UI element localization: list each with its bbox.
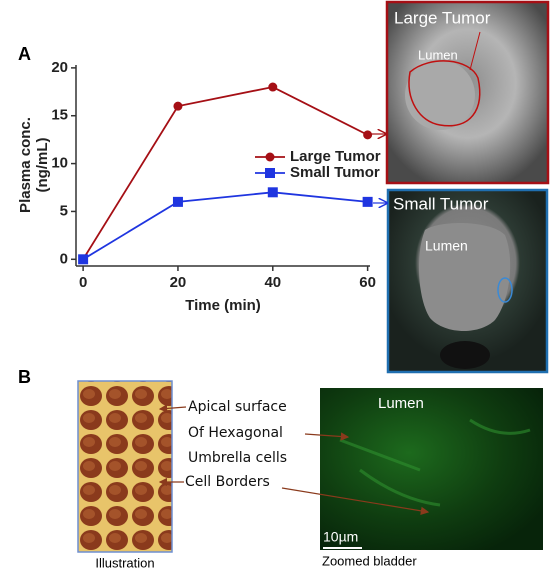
marker bbox=[268, 82, 278, 92]
tumor-outline bbox=[408, 60, 481, 127]
series-line bbox=[82, 86, 369, 260]
y-tick-label: 15 bbox=[51, 107, 68, 124]
x-tick-label: 60 bbox=[359, 274, 376, 291]
scale-label: 10µm bbox=[323, 529, 358, 545]
series-line bbox=[82, 191, 368, 261]
legend-marker bbox=[265, 152, 275, 162]
y-axis-label: Plasma conc. bbox=[17, 117, 34, 213]
y-tick-label: 20 bbox=[51, 59, 68, 76]
y-axis-label: (ng/mL) bbox=[34, 138, 51, 193]
cell-borders bbox=[339, 418, 531, 507]
image-title: Large Tumor bbox=[394, 8, 491, 27]
x-axis-label: Time (min) bbox=[185, 297, 261, 314]
marker bbox=[172, 196, 183, 207]
caption: Zoomed bladder bbox=[322, 553, 417, 568]
image-label: Lumen bbox=[425, 238, 468, 254]
plot: 0 5 10 15 20 0 20 40 60 Time (min) Plasma conc. (ng… bbox=[17, 59, 381, 314]
x-tick-label: 0 bbox=[79, 274, 87, 291]
organ bbox=[405, 60, 475, 130]
arrow bbox=[304, 432, 350, 441]
caption: Illustration bbox=[95, 555, 154, 570]
x-tick-label: 40 bbox=[264, 274, 281, 291]
marker bbox=[363, 130, 373, 140]
arrow bbox=[158, 404, 187, 413]
note: Of Hexagonal bbox=[188, 425, 283, 441]
bladder bbox=[418, 223, 511, 332]
illustration-image bbox=[77, 380, 173, 553]
y-tick-label: 10 bbox=[51, 155, 68, 172]
marker bbox=[362, 196, 373, 207]
x-tick-label: 20 bbox=[170, 274, 187, 291]
legend-label: Small Tumor bbox=[290, 164, 380, 181]
image-label: Lumen bbox=[378, 395, 424, 412]
image-label: Lumen bbox=[418, 47, 458, 62]
small-tumor-image: Small Tumor Lumen bbox=[386, 188, 549, 374]
y-tick-label: 5 bbox=[60, 202, 68, 219]
note: Umbrella cells bbox=[188, 450, 287, 466]
image-title: Small Tumor bbox=[393, 194, 489, 213]
legend-marker bbox=[265, 168, 275, 178]
note: Apical surface bbox=[188, 399, 287, 415]
marker bbox=[78, 254, 89, 265]
tumor-outline bbox=[497, 277, 513, 303]
legend-label: Large Tumor bbox=[290, 148, 381, 165]
marker bbox=[173, 101, 183, 111]
panel-label: A bbox=[18, 44, 31, 64]
pointer bbox=[469, 31, 481, 71]
note: Cell Borders bbox=[185, 474, 270, 490]
marker bbox=[267, 187, 278, 198]
zoomed-image bbox=[320, 388, 543, 550]
arrow bbox=[281, 487, 430, 515]
panel-label: B bbox=[18, 367, 31, 387]
y-tick-label: 0 bbox=[60, 250, 68, 267]
rectum bbox=[440, 341, 490, 369]
large-tumor-image: Large Tumor Lumen bbox=[385, 0, 550, 185]
